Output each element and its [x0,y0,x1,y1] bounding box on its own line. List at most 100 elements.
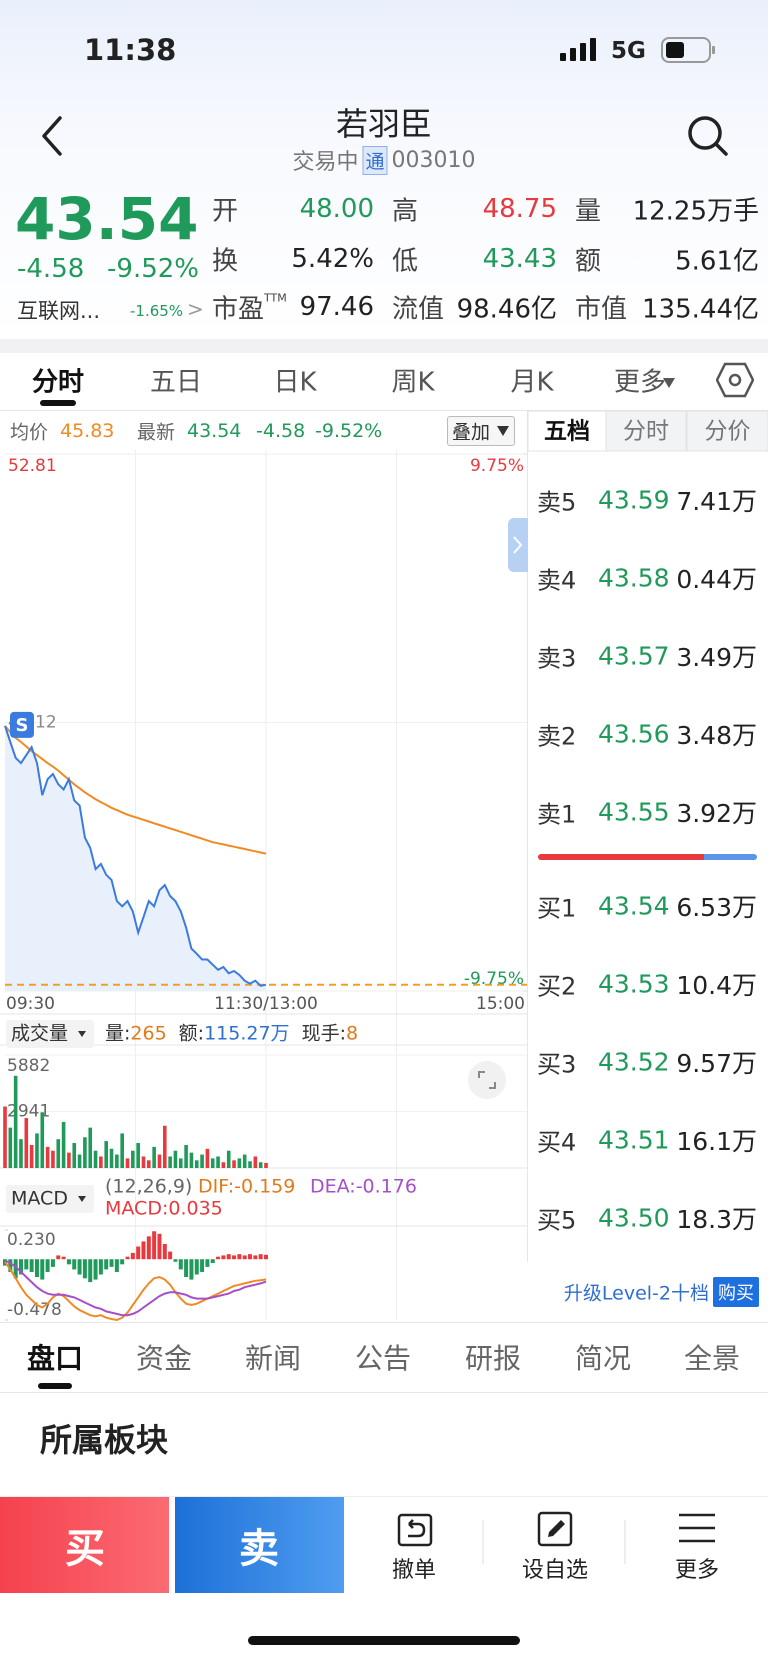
series-line [4,725,267,855]
macd-bar [141,1241,146,1260]
more-icon[interactable] [677,1512,717,1546]
volume-bar [226,1150,231,1168]
volume-bar [184,1144,188,1168]
expand-button-bg [468,1061,506,1099]
volume-bar [147,1160,151,1168]
watchlist-icon[interactable] [536,1510,574,1548]
detail-tab[interactable]: 全景 [683,1342,741,1375]
volume-bar [40,1112,45,1168]
volume-bar [136,1143,140,1168]
volume-bar [8,1127,13,1168]
action-label[interactable]: 更多 [674,1558,720,1583]
detail-tab[interactable]: 新闻 [244,1342,302,1375]
buy-button[interactable] [0,1497,169,1593]
sell-button[interactable] [175,1497,344,1593]
action-label[interactable]: 设自选 [521,1558,589,1583]
volume-bar [88,1127,93,1168]
volume-stat-label: 额: [179,1023,204,1045]
y-tick-label: -0.478 [7,1300,62,1320]
macd-indicator: MACD:0.035 [105,1198,223,1220]
volume-bar [131,1150,135,1168]
buy-label[interactable]: 买 [65,1526,105,1572]
macd-bar [232,1255,237,1260]
overlay-label[interactable]: 叠加 [452,421,491,444]
search-button[interactable] [686,114,730,158]
macd-bar [242,1255,247,1260]
detail-tab-indicator [38,1383,72,1389]
period-tab[interactable]: 五日 [149,367,203,398]
stat-label: 低 [392,246,419,277]
volume-caret [78,1031,86,1037]
ratio-bar-buy [538,854,704,860]
macd-bar [189,1259,194,1280]
cancel-icon[interactable] [396,1510,434,1548]
volume-stat-label: 现手: [302,1023,346,1045]
panel-tab: 分价 [705,419,751,445]
volume-bar [93,1150,98,1168]
macd-bar [50,1259,55,1267]
detail-tab[interactable]: 简况 [574,1342,632,1375]
detail-tab[interactable]: 资金 [135,1342,193,1375]
macd-bar [34,1259,39,1278]
volume-bar [61,1121,66,1168]
macd-bar [40,1259,45,1280]
volume-bar [83,1137,87,1168]
x-tick-label: 11:30/13:00 [214,994,318,1014]
overlay-button[interactable] [447,416,515,446]
expand-button-icon [478,1071,496,1089]
volume-bar [152,1146,156,1168]
macd-bar [82,1259,87,1279]
sector-change: -1.65% [130,302,184,320]
macd-bar [178,1259,183,1270]
upgrade-link[interactable]: 升级Level-2十档 [563,1282,709,1305]
macd-bar [248,1254,253,1260]
period-tab[interactable]: 日K [273,367,317,398]
last-change: -4.58 [256,420,306,442]
detail-tab[interactable]: 公告 [354,1342,412,1375]
period-tab[interactable]: 分时 [31,367,85,398]
back-button[interactable] [36,114,66,158]
last-change-pct: -9.52% [315,420,383,442]
last-label: 最新 [137,421,176,444]
macd-bar [146,1236,151,1260]
purchase-button[interactable]: 购买 [713,1277,759,1307]
panel-toggle[interactable] [508,518,528,572]
order-price: 43.56 [598,719,670,749]
action-label[interactable]: 撤单 [391,1558,437,1583]
sector-name[interactable]: 互联网... [17,299,101,323]
settings-button[interactable] [716,362,754,398]
stock-code: 003010 [391,147,476,173]
macd-bar [264,1254,268,1260]
signal-marker [10,711,34,738]
price-change-pct: -9.52% [107,254,199,284]
volume-selector [6,1020,94,1048]
sell-label[interactable]: 卖 [239,1526,279,1572]
volume-bar [178,1158,183,1168]
period-tab[interactable]: 月K [510,367,554,398]
sector-arrow[interactable]: > [187,297,204,321]
macd-bar [253,1255,258,1260]
detail-tab[interactable]: 盘口 [26,1342,84,1375]
detail-tab[interactable]: 研报 [464,1342,522,1375]
action-divider [482,1520,484,1564]
stat-value: 98.46亿 [456,294,557,325]
macd-bar [168,1251,173,1260]
volume-bar [221,1162,226,1168]
order-volume: 18.3万 [676,1205,757,1234]
period-tab[interactable]: 周K [391,367,435,398]
stock-subtitle: 交易中 通 003010 [292,144,476,176]
y2-tick-label: 9.75% [470,456,524,476]
order-volume: 16.1万 [676,1127,757,1156]
last-price: 43.54 [15,185,199,253]
order-label: 买4 [537,1128,577,1157]
period-tab[interactable]: 更多 [613,367,667,398]
order-price: 43.51 [598,1125,670,1155]
volume-bar [242,1154,247,1168]
order-label: 卖3 [537,644,577,673]
stat-value: 5.42% [291,244,374,274]
order-price: 43.57 [598,641,670,671]
macd-params: (12,26,9) [105,1176,192,1198]
order-price: 43.52 [598,1047,670,1077]
section-gap [0,339,768,353]
tab-divider [0,410,768,411]
